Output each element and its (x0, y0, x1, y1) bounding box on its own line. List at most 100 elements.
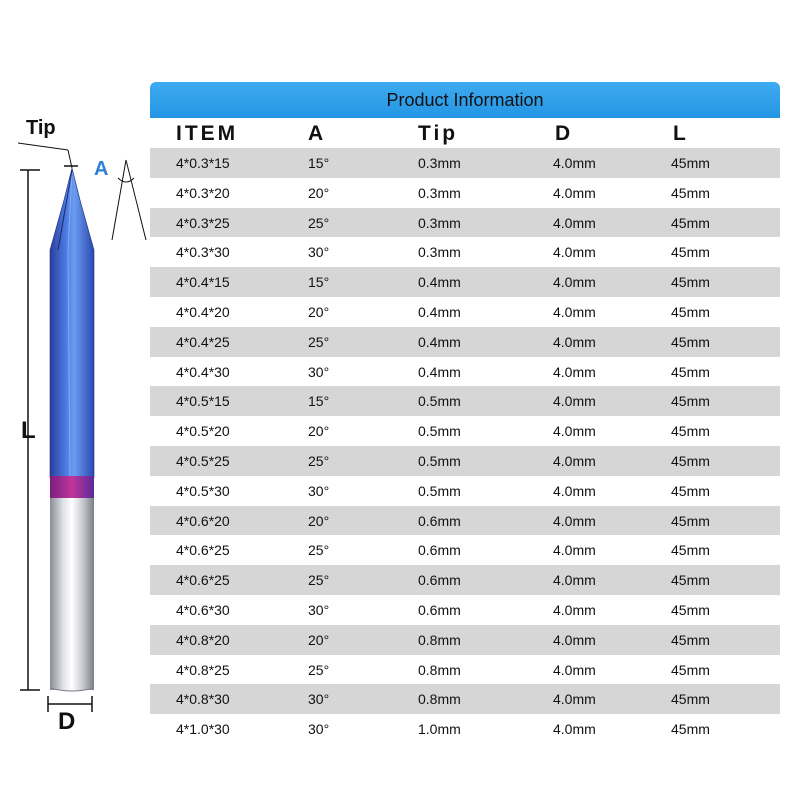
tip-label: Tip (26, 117, 56, 139)
tip-cell: 0.4mm (418, 274, 461, 291)
angle-cell: 15° (308, 393, 330, 410)
column-headers: ITEM A Tip D L (150, 119, 780, 148)
tip-cell: 0.3mm (418, 155, 461, 171)
table-row: 4*0.8*30 30° 0.8mm 4.0mm 45mm (150, 684, 780, 715)
item-cell: 4*0.6*20 (176, 512, 230, 529)
steel-shank (50, 498, 94, 690)
angle-cell: 15° (308, 274, 330, 291)
diameter-cell: 4.0mm (553, 512, 596, 529)
diameter-cell: 4.0mm (553, 214, 596, 231)
table-row: 4*0.4*25 25° 0.4mm 4.0mm 45mm (150, 326, 780, 357)
length-cell: 45mm (671, 721, 710, 738)
length-dimension-line (20, 169, 40, 691)
angle-cell: 30° (308, 601, 330, 618)
diameter-cell: 4.0mm (553, 333, 596, 350)
tip-cell: 0.8mm (418, 691, 461, 708)
item-cell: 4*0.4*20 (176, 303, 230, 320)
table-row: 4*0.4*15 15° 0.4mm 4.0mm 45mm (150, 267, 780, 297)
item-cell: 4*0.3*25 (176, 214, 230, 231)
item-cell: 4*0.8*25 (176, 661, 230, 678)
diameter-cell: 4.0mm (553, 452, 596, 469)
tip-cell: 0.8mm (418, 631, 461, 648)
item-cell: 4*0.6*30 (176, 601, 230, 618)
item-cell: 4*0.5*30 (176, 482, 230, 499)
engraving-bit-illustration (17, 142, 147, 712)
angle-cell: 15° (308, 155, 330, 171)
table-row: 4*0.6*25 25° 0.6mm 4.0mm 45mm (150, 565, 780, 595)
angle-cell: 30° (308, 482, 330, 499)
diameter-cell: 4.0mm (553, 184, 596, 201)
tip-cell: 0.3mm (418, 214, 461, 231)
tip-pointer (17, 142, 78, 169)
length-cell: 45mm (671, 542, 710, 559)
item-cell: 4*0.5*15 (176, 393, 230, 410)
tip-cell: 0.4mm (418, 333, 461, 350)
tip-cell: 0.6mm (418, 601, 461, 618)
diameter-cell: 4.0mm (553, 631, 596, 648)
length-cell: 45mm (671, 303, 710, 320)
angle-cell: 25° (308, 661, 330, 678)
table-row: 4*0.3*30 30° 0.3mm 4.0mm 45mm (150, 237, 780, 267)
length-cell: 45mm (671, 333, 710, 350)
item-cell: 4*0.3*15 (176, 155, 230, 171)
length-cell: 45mm (671, 423, 710, 440)
tip-cell: 0.6mm (418, 542, 461, 559)
length-cell: 45mm (671, 572, 710, 589)
item-cell: 4*0.4*15 (176, 274, 230, 291)
tip-cell: 0.6mm (418, 512, 461, 529)
coating-band (50, 476, 94, 498)
length-cell: 45mm (671, 274, 710, 291)
diameter-cell: 4.0mm (553, 482, 596, 499)
tip-cell: 0.5mm (418, 452, 461, 469)
angle-cell: 25° (308, 572, 330, 589)
angle-cell: 30° (308, 244, 330, 261)
length-cell: 45mm (671, 482, 710, 499)
tip-cell: 0.4mm (418, 363, 461, 380)
tip-cell: 1.0mm (418, 721, 461, 738)
column-header-angle: A (308, 122, 324, 145)
table-row: 4*0.5*25 25° 0.5mm 4.0mm 45mm (150, 445, 780, 476)
table-title: Product Information (386, 89, 544, 110)
angle-cell: 20° (308, 184, 330, 201)
diameter-cell: 4.0mm (553, 542, 596, 559)
table-row: 4*0.3*20 20° 0.3mm 4.0mm 45mm (150, 178, 780, 208)
table-title-bar: Product Information (150, 82, 780, 118)
length-cell: 45mm (671, 601, 710, 618)
tip-cell: 0.8mm (418, 661, 461, 678)
table-row: 4*0.4*30 30° 0.4mm 4.0mm 45mm (150, 357, 780, 387)
item-cell: 4*0.4*25 (176, 333, 230, 350)
item-cell: 4*1.0*30 (176, 721, 230, 738)
length-cell: 45mm (671, 393, 710, 410)
diameter-cell: 4.0mm (553, 303, 596, 320)
angle-cell: 25° (308, 333, 330, 350)
tip-cell: 0.5mm (418, 393, 461, 410)
table-row: 4*0.3*15 15° 0.3mm 4.0mm 45mm (150, 148, 780, 178)
diameter-cell: 4.0mm (553, 244, 596, 261)
length-cell: 45mm (671, 155, 710, 171)
table-row: 4*0.8*20 20° 0.8mm 4.0mm 45mm (150, 624, 780, 655)
length-cell: 45mm (671, 214, 710, 231)
diameter-cell: 4.0mm (553, 691, 596, 708)
table-row: 4*0.8*25 25° 0.8mm 4.0mm 45mm (150, 655, 780, 685)
diameter-cell: 4.0mm (553, 274, 596, 291)
angle-indicator (111, 159, 147, 241)
table-body: 4*0.3*15 15° 0.3mm 4.0mm 45mm 4*0.3*20 20° 0.3m… (150, 148, 780, 744)
tip-cell: 0.5mm (418, 482, 461, 499)
tip-cell: 0.4mm (418, 303, 461, 320)
length-cell: 45mm (671, 691, 710, 708)
table-row: 4*1.0*30 30° 1.0mm 4.0mm 45mm (150, 714, 780, 744)
diameter-dimension-line (47, 696, 93, 712)
table-row: 4*0.6*20 20° 0.6mm 4.0mm 45mm (150, 505, 780, 536)
length-cell: 45mm (671, 512, 710, 529)
tip-cell: 0.6mm (418, 572, 461, 589)
angle-cell: 25° (308, 452, 330, 469)
column-header-length: L (673, 122, 686, 145)
length-cell: 45mm (671, 661, 710, 678)
item-cell: 4*0.8*30 (176, 691, 230, 708)
diameter-cell: 4.0mm (553, 393, 596, 410)
diameter-cell: 4.0mm (553, 661, 596, 678)
table-row: 4*0.6*30 30° 0.6mm 4.0mm 45mm (150, 595, 780, 625)
angle-cell: 20° (308, 512, 330, 529)
length-cell: 45mm (671, 631, 710, 648)
table-row: 4*0.4*20 20° 0.4mm 4.0mm 45mm (150, 297, 780, 327)
